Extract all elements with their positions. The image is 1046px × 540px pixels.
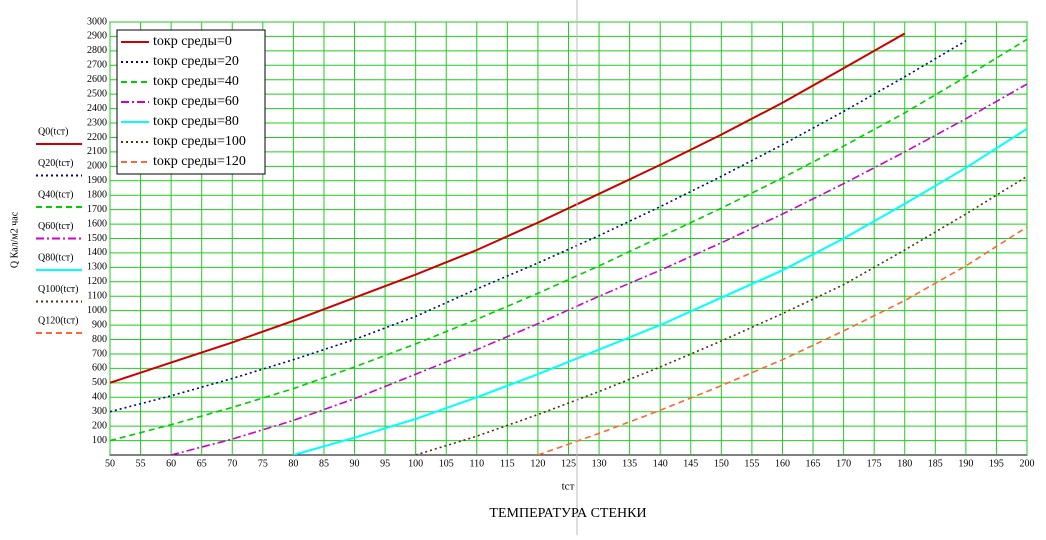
y-tick-label: 300: [92, 406, 107, 417]
y-axis-entry: Q120(tст): [38, 315, 78, 326]
y-axis-entry: Q0(tст): [38, 126, 68, 137]
series-line: [293, 127, 1027, 455]
y-axis-entry: Q40(tст): [38, 189, 73, 200]
series-line: [537, 226, 1027, 455]
legend: tокр среды=0 tокр среды=20 tокр среды=40 tо…: [116, 29, 266, 175]
y-tick-label: 1800: [87, 189, 107, 200]
y-tick-label: 900: [92, 319, 107, 330]
y-tick-label: 2500: [87, 88, 107, 99]
y-tick-label: 200: [92, 420, 107, 431]
y-axis-title: Q Кал/м2 час: [9, 211, 20, 268]
lines: [110, 32, 1027, 455]
y-tick-label: 1700: [87, 204, 107, 215]
x-tick-label: 130: [592, 458, 607, 469]
y-axis-entry: Q60(tст): [38, 221, 73, 232]
x-tick-label: 90: [350, 458, 360, 469]
y-tick-label: 1400: [87, 247, 107, 258]
series-line: [170, 83, 1027, 455]
series-line: [110, 32, 906, 384]
series-line: [110, 40, 967, 413]
x-tick-label: 140: [653, 458, 668, 469]
y-tick-label: 2300: [87, 117, 107, 128]
x-tick-label: 50: [105, 458, 115, 469]
x-tick-label: 185: [928, 458, 943, 469]
y-tick-label: 500: [92, 377, 107, 388]
y-tick-label: 400: [92, 392, 107, 403]
y-tick-label: 2700: [87, 60, 107, 71]
legend-label: tокр среды=120: [153, 154, 246, 169]
y-tick-label: 2800: [87, 45, 107, 56]
y-axis-entry: Q80(tст): [38, 252, 73, 263]
x-tick-label: 100: [408, 458, 423, 469]
legend-label: tокр среды=100: [153, 134, 246, 149]
y-tick-label: 2000: [87, 161, 107, 172]
legend-label: tокр среды=80: [153, 114, 239, 129]
x-tick-label: 175: [867, 458, 882, 469]
x-tick-label: 165: [806, 458, 821, 469]
x-tick-label: 70: [227, 458, 237, 469]
x-tick-label: 55: [136, 458, 146, 469]
x-tick-label: 170: [836, 458, 851, 469]
x-tick-label: 155: [744, 458, 759, 469]
y-tick-label: 1100: [87, 291, 107, 302]
x-tick-label: 75: [258, 458, 268, 469]
x-tick-label: 110: [469, 458, 484, 469]
y-tick-label: 1500: [87, 233, 107, 244]
x-tick-label: 135: [622, 458, 637, 469]
y-tick-label: 1300: [87, 262, 107, 273]
y-tick-label: 1900: [87, 175, 107, 186]
y-tick-label: 2600: [87, 74, 107, 85]
x-tick-label: 160: [775, 458, 790, 469]
y-tick-label: 1600: [87, 218, 107, 229]
y-tick-label: 2200: [87, 132, 107, 143]
x-tick-label: 180: [897, 458, 912, 469]
y-tick-label: 600: [92, 363, 107, 374]
x-tick-label: 115: [500, 458, 515, 469]
y-tick-label: 100: [92, 435, 107, 446]
y-axis-labels: Q0(tст) Q20(tст) Q40(tст) Q60(tст) Q80(tст) Q…: [36, 126, 82, 334]
x-tick-label: 60: [166, 458, 176, 469]
y-tick-label: 2900: [87, 31, 107, 42]
x-tick-label: 105: [439, 458, 454, 469]
y-tick-label: 2400: [87, 103, 107, 114]
x-tick-label: 200: [1020, 458, 1035, 469]
x-tick-label: 190: [958, 458, 973, 469]
x-tick-label: 150: [714, 458, 729, 469]
y-axis-entry: Q20(tст): [38, 158, 73, 169]
legend-label: tокр среды=20: [153, 54, 239, 69]
y-tick-label: 700: [92, 348, 107, 359]
x-tick-label: 195: [989, 458, 1004, 469]
x-tick-label: 85: [319, 458, 329, 469]
y-tick-label: 800: [92, 334, 107, 345]
x-axis-title: ТЕМПЕРАТУРА СТЕНКИ: [489, 506, 646, 521]
x-tick-label: 145: [683, 458, 698, 469]
x-axis-label: tст: [562, 481, 575, 493]
x-tick-label: 95: [380, 458, 390, 469]
y-tick-label: 1000: [87, 305, 107, 316]
ticks: 100 200 300 400 500 600 700 800 900 1000 1100 1200 1…: [87, 16, 1035, 469]
legend-label: tокр среды=40: [153, 74, 239, 89]
legend-label: tокр среды=60: [153, 94, 239, 109]
y-tick-label: 2100: [87, 146, 107, 157]
x-tick-label: 125: [561, 458, 576, 469]
y-axis-entry: Q100(tст): [38, 284, 78, 295]
x-tick-label: 80: [288, 458, 298, 469]
y-tick-label: 3000: [87, 16, 107, 27]
y-tick-label: 1200: [87, 276, 107, 287]
x-tick-label: 120: [530, 458, 545, 469]
x-tick-label: 65: [197, 458, 207, 469]
legend-label: tокр среды=0: [153, 34, 232, 49]
series-line: [415, 175, 1027, 455]
